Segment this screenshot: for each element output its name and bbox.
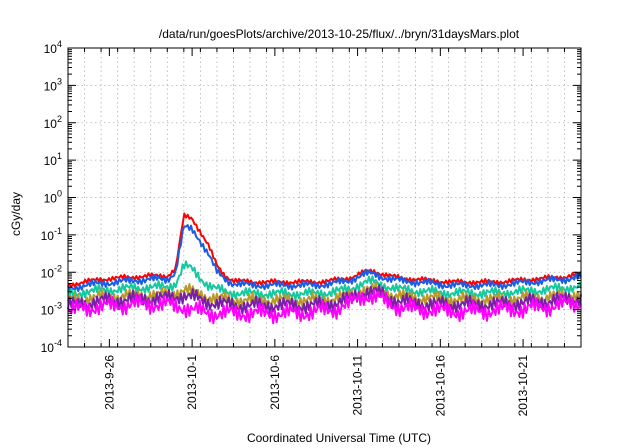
y-tick-label: 104: [44, 39, 62, 56]
x-axis-label: Coordinated Universal Time (UTC): [247, 431, 431, 445]
y-axis-label: cGy/day: [9, 192, 23, 236]
y-tick-label: 10-2: [41, 263, 62, 280]
x-tick-label: 2013-9-26: [102, 355, 116, 410]
y-tick-label: 10-1: [41, 226, 62, 243]
chart-title: /data/run/goesPlots/archive/2013-10-25/f…: [159, 27, 520, 41]
y-tick-labels: 10-4 10-3 10-2 10-1 100 101 102 103 104: [41, 39, 62, 355]
grid: [68, 48, 581, 347]
y-tick-label: 100: [44, 189, 62, 206]
x-tick-labels: 2013-9-26 2013-10-1 2013-10-6 2013-10-11 201…: [102, 355, 530, 417]
series-line-blue: [67, 224, 582, 293]
x-tick-label: 2013-10-6: [268, 355, 282, 410]
series-line-purple: [67, 284, 582, 315]
series-group: [67, 212, 582, 325]
y-tick-label: 103: [44, 76, 62, 93]
ticks: [68, 47, 581, 348]
x-tick-label: 2013-10-1: [185, 355, 199, 410]
x-tick-label: 2013-10-21: [516, 355, 530, 417]
series-line-red: [67, 212, 582, 288]
y-tick-label: 101: [44, 151, 62, 168]
x-tick-label: 2013-10-16: [433, 355, 447, 417]
y-tick-label: 102: [44, 114, 62, 131]
series-line-olive: [67, 281, 582, 309]
y-tick-label: 10-4: [41, 338, 62, 355]
series-line-teal: [67, 260, 582, 301]
x-tick-label: 2013-10-11: [351, 355, 365, 416]
y-tick-label: 10-3: [41, 301, 62, 318]
series-line-magenta: [67, 289, 582, 325]
